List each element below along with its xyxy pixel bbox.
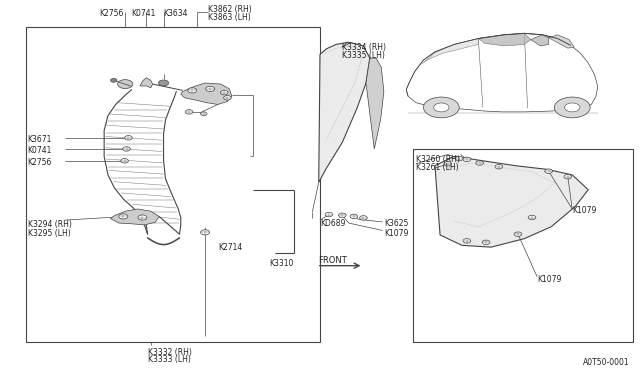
Circle shape bbox=[434, 103, 449, 112]
Polygon shape bbox=[422, 38, 478, 64]
Circle shape bbox=[564, 174, 572, 179]
Text: K1079: K1079 bbox=[572, 206, 596, 215]
Bar bbox=[413, 149, 633, 341]
Text: K3862 (RH): K3862 (RH) bbox=[208, 6, 252, 15]
Polygon shape bbox=[478, 33, 531, 46]
Circle shape bbox=[482, 240, 490, 244]
Text: K3333 (LH): K3333 (LH) bbox=[148, 355, 191, 364]
Circle shape bbox=[350, 214, 358, 219]
Circle shape bbox=[325, 212, 333, 217]
Text: K3310: K3310 bbox=[269, 259, 293, 268]
Text: K3863 (LH): K3863 (LH) bbox=[208, 13, 251, 22]
Text: K3335 (LH): K3335 (LH) bbox=[342, 51, 385, 60]
Circle shape bbox=[200, 230, 209, 235]
Text: A0T50-0001: A0T50-0001 bbox=[583, 357, 630, 366]
Polygon shape bbox=[319, 42, 370, 182]
Text: K3634: K3634 bbox=[164, 9, 188, 18]
Bar bbox=[26, 27, 320, 341]
Polygon shape bbox=[180, 83, 232, 105]
Text: K2756: K2756 bbox=[28, 158, 52, 167]
Circle shape bbox=[125, 136, 132, 140]
Polygon shape bbox=[548, 35, 574, 48]
Text: K3334 (RH): K3334 (RH) bbox=[342, 42, 387, 51]
Text: FRONT: FRONT bbox=[318, 256, 347, 265]
Text: K3294 (RH): K3294 (RH) bbox=[28, 221, 72, 230]
Circle shape bbox=[463, 238, 470, 243]
Text: K0741: K0741 bbox=[132, 9, 156, 18]
Circle shape bbox=[118, 80, 133, 89]
Circle shape bbox=[205, 86, 214, 92]
Text: KD689: KD689 bbox=[320, 219, 346, 228]
Circle shape bbox=[185, 110, 193, 114]
Polygon shape bbox=[406, 33, 598, 112]
Circle shape bbox=[514, 232, 522, 236]
Polygon shape bbox=[140, 78, 153, 88]
Circle shape bbox=[123, 147, 131, 151]
Circle shape bbox=[220, 90, 228, 95]
Text: K0741: K0741 bbox=[28, 146, 52, 155]
Text: K2714: K2714 bbox=[218, 243, 242, 251]
Circle shape bbox=[528, 215, 536, 220]
Text: K3332 (RH): K3332 (RH) bbox=[148, 347, 191, 356]
Text: K3295 (LH): K3295 (LH) bbox=[28, 228, 70, 238]
Text: K3261 (LH): K3261 (LH) bbox=[416, 163, 458, 172]
Circle shape bbox=[360, 216, 367, 220]
Circle shape bbox=[121, 158, 129, 163]
Circle shape bbox=[119, 214, 128, 219]
Text: K2756: K2756 bbox=[100, 9, 124, 18]
Circle shape bbox=[223, 96, 231, 100]
Text: K1079: K1079 bbox=[537, 275, 561, 284]
Text: K1079: K1079 bbox=[384, 228, 408, 238]
Circle shape bbox=[424, 97, 460, 118]
Circle shape bbox=[554, 97, 590, 118]
Circle shape bbox=[564, 103, 580, 112]
Polygon shape bbox=[366, 58, 384, 149]
Circle shape bbox=[200, 112, 207, 116]
Circle shape bbox=[545, 169, 552, 173]
Polygon shape bbox=[111, 209, 159, 225]
Text: K3671: K3671 bbox=[28, 135, 52, 144]
Circle shape bbox=[463, 157, 470, 161]
Circle shape bbox=[339, 213, 346, 218]
Circle shape bbox=[495, 164, 502, 169]
Text: K3260 (RH): K3260 (RH) bbox=[416, 155, 460, 164]
Circle shape bbox=[476, 161, 483, 165]
Circle shape bbox=[456, 156, 463, 161]
Circle shape bbox=[111, 78, 117, 82]
Circle shape bbox=[159, 80, 169, 86]
Circle shape bbox=[138, 215, 147, 220]
Circle shape bbox=[444, 161, 452, 166]
Polygon shape bbox=[435, 156, 588, 247]
Text: K3625: K3625 bbox=[384, 219, 408, 228]
Circle shape bbox=[188, 88, 196, 93]
Polygon shape bbox=[531, 35, 548, 46]
